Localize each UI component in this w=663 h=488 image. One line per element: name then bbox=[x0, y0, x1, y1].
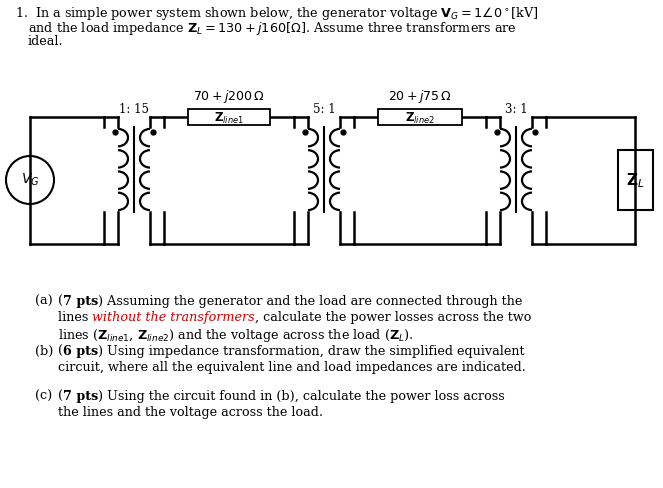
Text: lines ($\mathbf{Z}_{line1}$, $\mathbf{Z}_{line2}$) and the voltage across the lo: lines ($\mathbf{Z}_{line1}$, $\mathbf{Z}… bbox=[58, 326, 414, 343]
Text: $\mathbf{Z}_{line1}$: $\mathbf{Z}_{line1}$ bbox=[214, 110, 244, 125]
Text: 6 pts: 6 pts bbox=[63, 345, 98, 357]
Text: ) Using the circuit found in (b), calculate the power loss across: ) Using the circuit found in (b), calcul… bbox=[98, 389, 505, 402]
Text: without the transformers: without the transformers bbox=[92, 310, 255, 324]
Text: circuit, where all the equivalent line and load impedances are indicated.: circuit, where all the equivalent line a… bbox=[58, 360, 526, 373]
Text: (: ( bbox=[58, 389, 63, 402]
Text: $V_G$: $V_G$ bbox=[21, 171, 39, 188]
Bar bbox=[617, 151, 652, 210]
Text: ) Assuming the generator and the load are connected through the: ) Assuming the generator and the load ar… bbox=[98, 294, 522, 307]
Text: lines: lines bbox=[58, 310, 92, 324]
Text: 1: 15: 1: 15 bbox=[119, 103, 149, 116]
Text: 1.  In a simple power system shown below, the generator voltage $\mathbf{V}_G = : 1. In a simple power system shown below,… bbox=[15, 5, 539, 22]
Text: (a): (a) bbox=[35, 294, 53, 307]
Text: $20 + j75\,\Omega$: $20 + j75\,\Omega$ bbox=[388, 88, 452, 105]
Text: 5: 1: 5: 1 bbox=[313, 103, 335, 116]
Text: $\mathbf{Z}_L$: $\mathbf{Z}_L$ bbox=[626, 171, 644, 190]
Bar bbox=[379, 110, 461, 126]
Text: (: ( bbox=[58, 294, 63, 307]
Text: the lines and the voltage across the load.: the lines and the voltage across the loa… bbox=[58, 405, 323, 418]
Text: ) Using impedance transformation, draw the simplified equivalent: ) Using impedance transformation, draw t… bbox=[98, 345, 524, 357]
Text: 3: 1: 3: 1 bbox=[505, 103, 527, 116]
Text: (c): (c) bbox=[35, 389, 52, 402]
Bar bbox=[188, 110, 270, 126]
Text: (b): (b) bbox=[35, 345, 54, 357]
Text: and the load impedance $\mathbf{Z}_L = 130 + j160[\Omega]$. Assume three transfo: and the load impedance $\mathbf{Z}_L = 1… bbox=[28, 20, 517, 37]
Text: 7 pts: 7 pts bbox=[63, 389, 98, 402]
Text: (: ( bbox=[58, 345, 63, 357]
Text: , calculate the power losses across the two: , calculate the power losses across the … bbox=[255, 310, 531, 324]
Text: $70 + j200\,\Omega$: $70 + j200\,\Omega$ bbox=[193, 88, 265, 105]
Text: ideal.: ideal. bbox=[28, 35, 64, 48]
Text: 7 pts: 7 pts bbox=[63, 294, 98, 307]
Text: $\mathbf{Z}_{line2}$: $\mathbf{Z}_{line2}$ bbox=[405, 110, 435, 125]
